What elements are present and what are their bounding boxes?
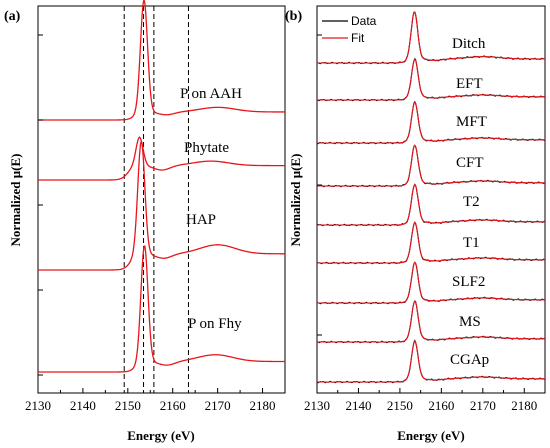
curve-label-phytate: Phytate bbox=[184, 140, 229, 156]
panel-a-x-axis-label: Energy (eV) bbox=[127, 428, 195, 443]
curve-label-cgap: CGAp bbox=[450, 352, 489, 368]
panel-b-frame bbox=[316, 5, 546, 394]
panel-b: (b) Data Fit Ditch EFT MFT CFT T2 T1 SLF2 MS CGA… bbox=[285, 5, 546, 443]
data-curve-eft bbox=[316, 57, 546, 102]
data-curve-t2 bbox=[316, 183, 546, 227]
curve-label-hap: HAP bbox=[186, 212, 216, 228]
curve-label-t2: T2 bbox=[463, 194, 480, 210]
panel-a-x-tick-label-2150: 2150 bbox=[115, 398, 141, 413]
data-curve-ms bbox=[316, 300, 546, 344]
panel-a-x-tick-label-2170: 2170 bbox=[205, 398, 231, 413]
curve-label-cft: CFT bbox=[456, 155, 484, 171]
panel-b-x-tick-label-2170: 2170 bbox=[470, 398, 496, 413]
legend-fit-label: Fit bbox=[351, 31, 365, 45]
curve-hap bbox=[38, 140, 285, 271]
panel-b-curve-labels: Ditch EFT MFT CFT T2 T1 SLF2 MS CGAp bbox=[450, 36, 489, 368]
legend-data-label: Data bbox=[351, 14, 377, 28]
fit-curve-ditch bbox=[317, 11, 545, 64]
panel-b-x-tick-label-2130: 2130 bbox=[304, 398, 330, 413]
curve-p-on-fhy bbox=[38, 245, 285, 373]
data-curve-cft bbox=[316, 144, 546, 188]
fit-curve-cft bbox=[317, 144, 545, 187]
panel-a-x-tick-label-2180: 2180 bbox=[250, 398, 276, 413]
panel-a-curve-labels: P on AAH Phytate HAP P on Fhy bbox=[180, 86, 242, 332]
panel-b-x-ticks: 2130 2140 2150 2160 2170 2180 bbox=[304, 388, 537, 413]
curve-label-eft: EFT bbox=[456, 76, 483, 92]
curve-label-ditch: Ditch bbox=[452, 36, 486, 52]
fit-curve-cgap bbox=[317, 340, 545, 383]
panel-a-x-tick-label-2130: 2130 bbox=[25, 398, 51, 413]
curve-label-ms: MS bbox=[459, 314, 481, 330]
data-curve-slf2 bbox=[317, 261, 546, 305]
curve-label-p-on-fhy: P on Fhy bbox=[188, 316, 242, 332]
panel-a-y-ticks bbox=[38, 34, 43, 376]
panel-a-x-ticks: 2130 2140 2150 2160 2170 2180 bbox=[25, 388, 276, 413]
panel-b-label: (b) bbox=[285, 9, 302, 24]
panel-b-x-tick-label-2180: 2180 bbox=[511, 398, 537, 413]
fit-curve-slf2 bbox=[317, 261, 545, 304]
curve-label-mft: MFT bbox=[456, 114, 487, 130]
panel-b-y-ticks bbox=[317, 34, 322, 336]
panel-a-label: (a) bbox=[4, 9, 21, 24]
panel-a-x-tick-label-2160: 2160 bbox=[160, 398, 186, 413]
curve-label-t1: T1 bbox=[463, 235, 480, 251]
panel-a-reference-lines bbox=[123, 6, 189, 393]
panel-b-legend: Data Fit bbox=[322, 14, 377, 45]
data-curve-t1 bbox=[316, 221, 546, 265]
curve-label-p-on-aah: P on AAH bbox=[180, 86, 242, 102]
curve-phytate bbox=[38, 136, 285, 181]
panel-b-y-axis-label: Normalized μ(E) bbox=[288, 154, 303, 247]
curve-label-slf2: SLF2 bbox=[452, 274, 485, 290]
fit-curve-eft bbox=[317, 58, 545, 101]
curve-p-on-aah bbox=[38, 0, 285, 121]
panel-a-curves bbox=[38, 0, 285, 373]
panel-b-x-tick-label-2140: 2140 bbox=[345, 398, 371, 413]
data-curve-mft bbox=[316, 100, 545, 145]
fit-curve-t1 bbox=[317, 221, 545, 264]
fit-curve-ms bbox=[317, 300, 545, 343]
panel-b-x-tick-label-2150: 2150 bbox=[387, 398, 413, 413]
panel-a-y-axis-label: Normalized μ(E) bbox=[8, 154, 23, 247]
panel-b-x-tick-label-2160: 2160 bbox=[428, 398, 454, 413]
data-curve-cgap bbox=[316, 339, 546, 384]
panel-a-frame bbox=[37, 5, 286, 394]
panel-a-x-tick-label-2140: 2140 bbox=[70, 398, 96, 413]
fit-curve-mft bbox=[317, 101, 545, 144]
panel-b-x-axis-label: Energy (eV) bbox=[397, 428, 465, 443]
fit-curve-t2 bbox=[317, 183, 545, 226]
panel-b-curves bbox=[316, 11, 546, 384]
